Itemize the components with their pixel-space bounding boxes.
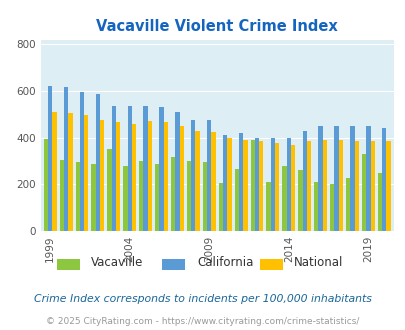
Bar — [322, 140, 326, 231]
Text: National: National — [294, 256, 343, 269]
Bar — [370, 141, 374, 231]
Bar — [84, 115, 88, 231]
Bar — [238, 133, 243, 231]
Bar — [52, 112, 56, 231]
Bar — [171, 157, 175, 231]
Bar — [147, 121, 152, 231]
Bar — [302, 131, 306, 231]
Bar — [270, 138, 274, 231]
Text: Vacaville: Vacaville — [91, 256, 143, 269]
Bar — [313, 182, 318, 231]
Bar — [243, 140, 247, 231]
Bar — [159, 107, 163, 231]
Bar — [222, 135, 227, 231]
Bar — [266, 182, 270, 231]
Bar — [227, 138, 231, 231]
Bar — [218, 183, 222, 231]
Bar — [60, 160, 64, 231]
Bar — [365, 126, 370, 231]
Bar — [111, 106, 116, 231]
Bar — [361, 154, 365, 231]
Bar — [281, 166, 286, 231]
Bar — [96, 94, 100, 231]
Text: California: California — [196, 256, 253, 269]
Bar — [338, 140, 342, 231]
Bar — [179, 126, 183, 231]
Bar — [306, 141, 310, 231]
Bar — [75, 162, 80, 231]
Bar — [329, 184, 334, 231]
Bar — [143, 106, 147, 231]
Bar — [44, 139, 48, 231]
Bar — [64, 87, 68, 231]
Bar — [350, 126, 354, 231]
Text: © 2025 CityRating.com - https://www.cityrating.com/crime-statistics/: © 2025 CityRating.com - https://www.city… — [46, 317, 359, 326]
Bar — [234, 169, 238, 231]
Bar — [191, 120, 195, 231]
Bar — [195, 131, 199, 231]
Bar — [91, 164, 96, 231]
Bar — [258, 141, 263, 231]
Title: Vacaville Violent Crime Index: Vacaville Violent Crime Index — [96, 19, 337, 34]
Bar — [354, 141, 358, 231]
Bar — [163, 122, 168, 231]
Bar — [80, 92, 84, 231]
Bar — [377, 173, 381, 231]
Bar — [107, 149, 111, 231]
Bar — [186, 161, 191, 231]
Bar — [127, 106, 132, 231]
Bar — [68, 113, 72, 231]
Bar — [286, 138, 290, 231]
Bar — [207, 120, 211, 231]
Bar — [116, 122, 120, 231]
Bar — [100, 120, 104, 231]
Bar — [175, 112, 179, 231]
Bar — [254, 138, 258, 231]
Bar — [132, 124, 136, 231]
Bar — [250, 140, 254, 231]
Bar — [202, 162, 207, 231]
Bar — [48, 86, 52, 231]
Bar — [123, 166, 127, 231]
Bar — [290, 145, 294, 231]
Bar — [274, 144, 279, 231]
Bar — [211, 132, 215, 231]
Bar — [345, 179, 350, 231]
Bar — [298, 170, 302, 231]
Bar — [386, 141, 390, 231]
Bar — [155, 164, 159, 231]
Bar — [334, 126, 338, 231]
Bar — [381, 128, 386, 231]
Text: Crime Index corresponds to incidents per 100,000 inhabitants: Crime Index corresponds to incidents per… — [34, 294, 371, 304]
Bar — [139, 161, 143, 231]
Bar — [318, 126, 322, 231]
